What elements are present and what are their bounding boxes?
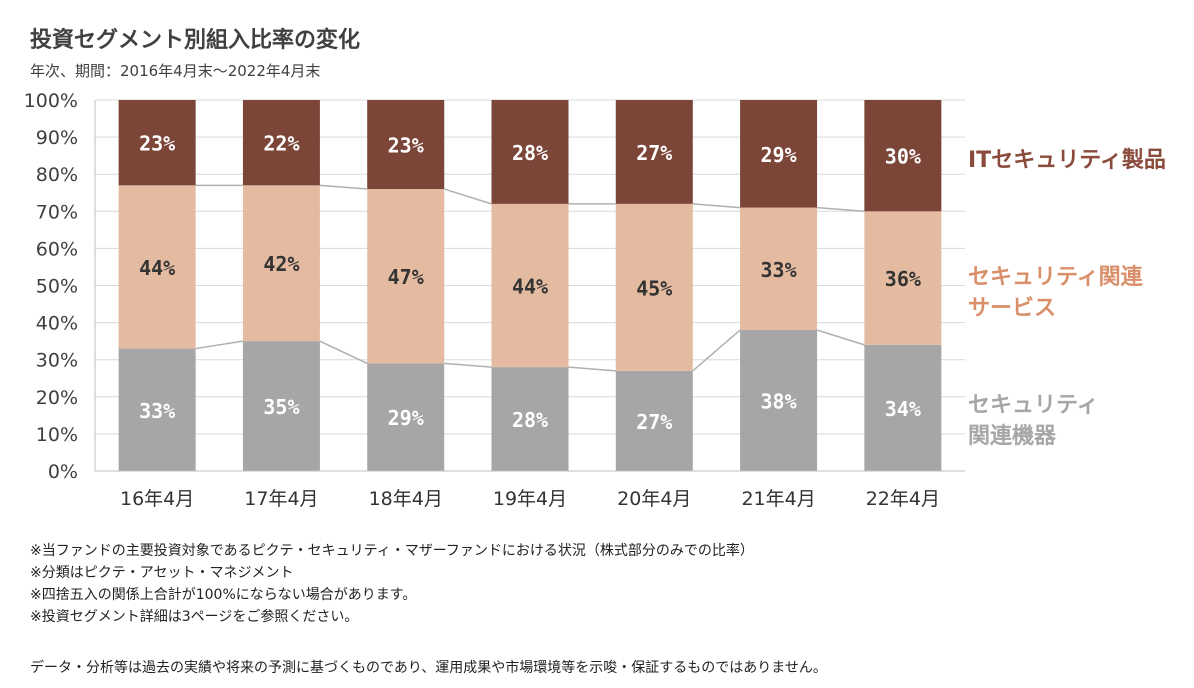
footnotes: ※当ファンドの主要投資対象であるピクテ・セキュリティ・マザーファンドにおける状況…: [30, 540, 754, 628]
data-label: 33%: [139, 399, 175, 423]
chart-subtitle: 年次、期間：2016年4月末～2022年4月末: [30, 62, 321, 80]
data-label: 38%: [761, 390, 797, 414]
y-tick-label: 100%: [24, 90, 78, 112]
x-tick-label: 19年4月: [493, 488, 567, 510]
y-tick-label: 80%: [36, 164, 78, 186]
y-tick-label: 20%: [36, 387, 78, 409]
bar-segment: [118, 185, 196, 349]
bar-segment: [242, 100, 320, 186]
bar-segment: [615, 100, 693, 204]
legend-label: セキュリティ関連: [968, 265, 1143, 290]
y-tick-label: 40%: [36, 313, 78, 335]
data-label: 34%: [885, 397, 921, 421]
data-label: 27%: [636, 141, 672, 165]
footnote: ※投資セグメント詳細は3ページをご参照ください。: [30, 609, 359, 625]
footnote: ※分類はピクテ・アセット・マネジメント: [30, 565, 294, 581]
chart-title: 投資セグメント別組入比率の変化: [30, 28, 361, 53]
series-connector-line: [816, 329, 865, 346]
data-label: 35%: [263, 395, 299, 419]
x-tick-label: 16年4月: [120, 488, 194, 510]
series-connector-line: [195, 340, 244, 350]
series-connector-line: [692, 203, 741, 209]
series-connector-line: [568, 366, 616, 372]
series-connector-line: [319, 340, 368, 365]
y-tick-label: 10%: [36, 424, 78, 446]
y-tick-label: 50%: [36, 276, 78, 298]
footnote: ※当ファンドの主要投資対象であるピクテ・セキュリティ・マザーファンドにおける状況…: [30, 543, 754, 559]
bar-segment: [740, 207, 818, 331]
legend-label: 関連機器: [968, 424, 1057, 449]
bar-segment: [491, 367, 569, 471]
bar-segment: [491, 100, 569, 204]
legend-label: ITセキュリティ製品: [968, 148, 1166, 173]
data-label: 29%: [388, 406, 424, 430]
x-tick-label: 20年4月: [617, 488, 691, 510]
bar-segment: [367, 189, 445, 364]
data-label: 44%: [512, 275, 548, 299]
bar-segment: [118, 100, 196, 186]
data-label: 47%: [388, 265, 424, 289]
bar-segment: [367, 363, 445, 471]
bar-segment: [491, 203, 569, 368]
data-label: 36%: [885, 267, 921, 291]
x-tick-label: 22年4月: [866, 488, 940, 510]
x-tick-label: 21年4月: [741, 488, 815, 510]
bar-segment: [864, 100, 942, 212]
series-connector-line: [817, 206, 865, 213]
series-connector-line: [692, 329, 741, 372]
data-label: 28%: [512, 141, 548, 165]
y-tick-label: 60%: [36, 238, 78, 260]
data-label: 22%: [263, 132, 299, 156]
bar-segment: [242, 341, 320, 471]
legend-entry: ITセキュリティ製品: [968, 145, 1166, 176]
y-tick-label: 90%: [36, 127, 78, 149]
x-tick-label: 18年4月: [369, 488, 443, 510]
data-label: 23%: [139, 132, 175, 156]
bar-segment: [864, 344, 942, 471]
bar-segment: [615, 203, 693, 371]
series-connector-line: [443, 188, 492, 205]
bar-segment: [242, 185, 320, 342]
y-tick-label: 0%: [48, 461, 78, 483]
footnote: ※四捨五入の関係上合計が100%にならない場合があります。: [30, 587, 417, 603]
data-label: 44%: [139, 256, 175, 280]
disclaimer: データ・分析等は過去の実績や将来の予測に基づくものであり、運用成果や市場環境等を…: [30, 660, 827, 676]
y-tick-label: 30%: [36, 350, 78, 372]
series-connector-line: [444, 362, 492, 368]
bar-segment: [864, 211, 942, 345]
data-label: 42%: [263, 252, 299, 276]
data-label: 29%: [761, 143, 797, 167]
bar-segment: [367, 100, 445, 190]
bar-segment: [740, 330, 818, 471]
legend-label: セキュリティ: [968, 393, 1099, 418]
data-label: 30%: [885, 145, 921, 169]
legend-entry: セキュリティ 関連機器: [968, 390, 1099, 452]
data-label: 23%: [388, 134, 424, 158]
x-tick-label: 17年4月: [244, 488, 318, 510]
data-label: 33%: [761, 258, 797, 282]
legend-label: サービス: [968, 296, 1057, 321]
y-tick-label: 70%: [36, 201, 78, 223]
bar-segment: [615, 370, 693, 471]
data-label: 45%: [636, 276, 672, 300]
data-label: 28%: [512, 408, 548, 432]
bar-segment: [118, 348, 196, 471]
legend-entry: セキュリティ関連 サービス: [968, 262, 1143, 324]
bar-segment: [740, 100, 818, 208]
series-connector-line: [319, 184, 368, 190]
data-label: 27%: [636, 410, 672, 434]
